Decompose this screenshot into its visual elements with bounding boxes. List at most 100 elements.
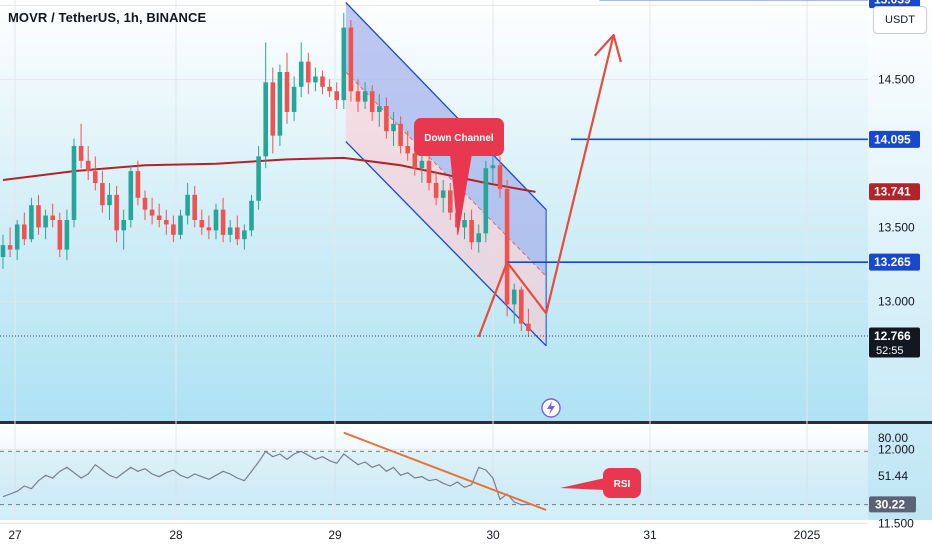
candle: [206, 215, 212, 240]
candle: [490, 153, 496, 183]
price-badge: [869, 130, 920, 148]
rsi-pane[interactable]: [0, 424, 868, 520]
candle: [22, 212, 27, 246]
candle-body: [313, 76, 318, 83]
x-tick-label: 31: [643, 528, 657, 542]
candle-body: [135, 171, 141, 198]
candle: [519, 286, 524, 331]
price-badge-label: 14.095: [874, 132, 911, 146]
candle-body: [490, 165, 496, 169]
candle: [57, 212, 63, 257]
x-tick-label: 29: [328, 528, 342, 542]
candle: [291, 76, 297, 121]
rsi-tick-label: 51.44: [878, 469, 908, 483]
candle-body: [369, 91, 375, 112]
rsi-callout-box: [603, 468, 641, 498]
currency-button[interactable]: USDT: [873, 6, 927, 34]
candle: [149, 197, 155, 225]
candle-body: [220, 209, 226, 235]
candle: [50, 203, 55, 228]
rsi-current-badge: [869, 496, 916, 513]
candle: [511, 283, 517, 324]
candle-body: [121, 220, 126, 231]
candle-body: [348, 27, 354, 92]
candle: [78, 123, 84, 169]
candle: [426, 153, 432, 191]
candle: [256, 146, 261, 210]
price-badge-label: 13.741: [874, 185, 911, 199]
candle-body: [440, 190, 446, 198]
candle-body: [14, 224, 20, 250]
candle-body: [78, 146, 84, 161]
candle: [156, 203, 162, 228]
candle-body: [263, 82, 268, 157]
candle: [14, 220, 20, 260]
candle-body: [277, 72, 283, 136]
candle-body: [483, 168, 489, 234]
down-channel-label: Down Channel: [424, 133, 494, 144]
candle: [334, 82, 339, 109]
rsi-tick-label: 80.00: [878, 431, 908, 445]
candle-body: [93, 171, 98, 183]
candle: [249, 194, 254, 237]
candle: [192, 185, 197, 228]
candle: [7, 227, 13, 257]
candle-body: [22, 224, 27, 240]
candle: [199, 209, 205, 235]
y-tick-label: 13.500: [878, 220, 915, 234]
candle: [164, 209, 169, 235]
candle: [235, 215, 240, 246]
candle-body: [142, 197, 148, 210]
candle: [0, 234, 6, 269]
candle-body: [71, 146, 77, 220]
candle: [121, 209, 126, 250]
candle: [320, 70, 325, 95]
candle: [270, 67, 276, 154]
candle: [277, 64, 283, 146]
candle: [135, 160, 141, 206]
candle-body: [249, 200, 254, 231]
candle-body: [504, 188, 510, 305]
candle: [142, 190, 148, 220]
candle: [107, 183, 112, 220]
chart-title: MOVR / TetherUS, 1h, BINANCE: [8, 10, 207, 25]
down-channel-pointer: [450, 154, 472, 236]
candle: [29, 197, 34, 243]
price-badge: [869, 253, 920, 271]
candle: [298, 42, 304, 98]
candle: [71, 138, 77, 228]
time-axis[interactable]: [0, 520, 932, 550]
projection-path: [477, 34, 615, 338]
candle-body: [206, 227, 212, 231]
candle-body: [107, 194, 112, 206]
candle-body: [43, 215, 48, 228]
candle-body: [426, 160, 432, 183]
candle: [327, 79, 332, 98]
rsi-trendline: [343, 431, 547, 511]
y-tick-label: 13.000: [878, 294, 915, 308]
candle: [341, 12, 347, 109]
candle: [85, 146, 91, 181]
candle-body: [511, 289, 517, 305]
candle-body: [149, 209, 155, 216]
channel-bottom-line: [345, 141, 547, 347]
candle: [263, 42, 268, 169]
candle: [384, 97, 389, 139]
candle-body: [341, 27, 347, 101]
pane-separator[interactable]: [0, 421, 932, 424]
rsi-band-fill: [0, 451, 868, 505]
candle: [171, 215, 176, 243]
x-tick-label: 27: [8, 528, 22, 542]
candle-body: [199, 220, 205, 228]
candle: [369, 85, 375, 121]
candle: [128, 165, 134, 228]
y-tick-label: 14.500: [878, 72, 915, 86]
candle-body: [85, 160, 91, 172]
candle: [227, 220, 233, 243]
candle-body: [171, 224, 176, 235]
rsi-line: [2, 450, 529, 506]
x-tick-label: 30: [486, 528, 500, 542]
candle: [433, 171, 439, 206]
x-tick-label: 28: [169, 528, 183, 542]
